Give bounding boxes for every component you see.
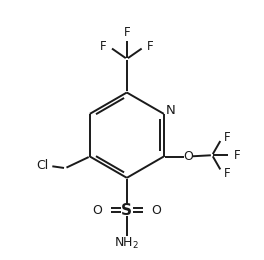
Text: F: F <box>234 149 240 162</box>
Text: O: O <box>93 204 102 217</box>
Text: O: O <box>183 150 193 163</box>
Text: Cl: Cl <box>36 159 49 172</box>
Text: F: F <box>124 26 130 39</box>
Text: NH$_2$: NH$_2$ <box>114 236 139 251</box>
Text: S: S <box>121 203 132 218</box>
Text: O: O <box>151 204 161 217</box>
Text: N: N <box>166 104 176 117</box>
Text: F: F <box>224 131 231 144</box>
Text: F: F <box>147 40 153 53</box>
Text: F: F <box>100 40 107 53</box>
Text: F: F <box>224 167 231 180</box>
